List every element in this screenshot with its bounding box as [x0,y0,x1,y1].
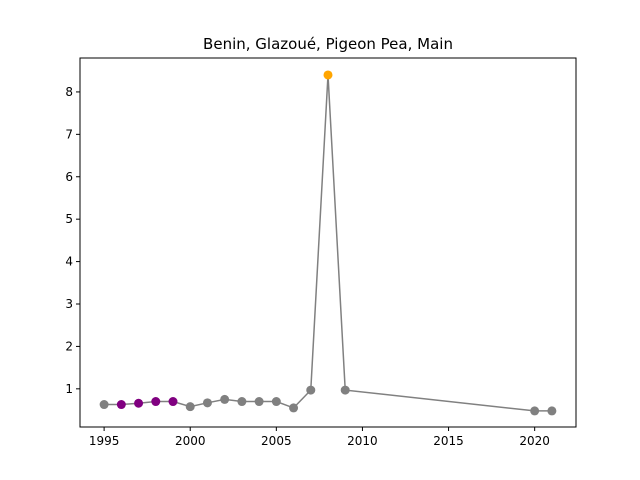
data-point-2009 [340,385,350,395]
y-tick-label-2: 2 [65,339,73,353]
data-points [99,70,557,416]
y-tick-label-6: 6 [65,170,73,184]
data-point-2001 [202,398,212,408]
data-point-2008 [323,70,333,80]
data-point-1995 [99,400,109,410]
x-tick-label-2015: 2015 [433,434,464,448]
x-tick-label-2020: 2020 [519,434,550,448]
y-tick-label-1: 1 [65,382,73,396]
data-point-2004 [254,397,264,407]
data-point-1999 [168,397,178,407]
x-tick-label-1995: 1995 [89,434,120,448]
series-line [104,74,552,412]
data-point-2002 [220,394,230,404]
data-point-2006 [289,403,299,413]
y-tick-label-3: 3 [65,297,73,311]
data-point-1996 [116,400,126,410]
data-point-1998 [151,397,161,407]
data-point-2000 [185,402,195,412]
y-tick-label-8: 8 [65,85,73,99]
data-point-2020 [530,406,540,416]
x-tick-label-2000: 2000 [175,434,206,448]
x-tick-label-2005: 2005 [261,434,292,448]
y-tick-label-4: 4 [65,255,73,269]
data-point-2005 [271,397,281,407]
chart-title: Benin, Glazoué, Pigeon Pea, Main [203,35,453,53]
data-point-1997 [134,398,144,408]
axis-ticks: 1995 2000 2005 2010 2015 2020 1 2 3 4 5 6 7 8 [65,85,550,448]
data-point-2021 [547,406,557,416]
data-point-2003 [237,397,247,407]
y-tick-label-7: 7 [65,127,73,141]
plot-frame [79,57,577,428]
y-tick-label-5: 5 [65,212,73,226]
data-point-2007 [306,385,316,395]
x-tick-label-2010: 2010 [347,434,378,448]
